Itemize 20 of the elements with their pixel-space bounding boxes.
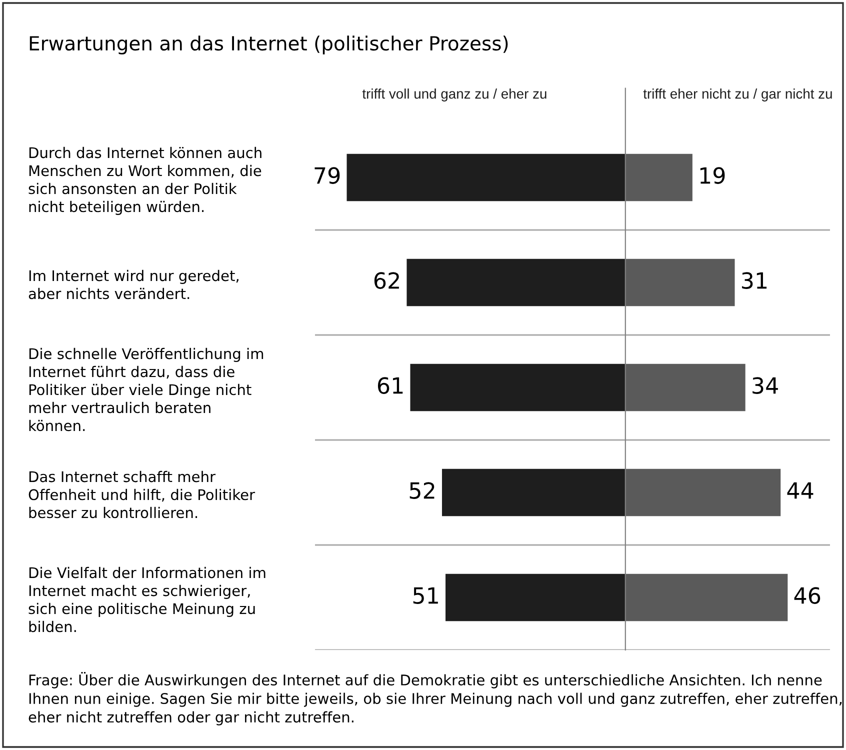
data-label: 31 — [742, 272, 767, 289]
data-label: 46 — [794, 587, 820, 604]
y-tick-label: Im Internet wird nur geredet, aber nichts verändert. — [28, 270, 238, 300]
y-tick-label: Die Vielfalt der Informationen im Internet macht es schwieriger, sich eine politische Meinung zu bilden. — [28, 566, 266, 632]
text: Frage: Über die Auswirkungen des Internet auf die Demokratie gibt es unterschiedliche Ansichten. Ich nenne Ihnen nun einige. Sagen Sie mir bitte jeweils, ob sie Ihrer Meinung nach voll und ganz zutreffen, eher zutreffen, eher nicht zutreffen oder gar nicht zutreffen. — [28, 672, 842, 726]
data-label: 52 — [410, 482, 434, 499]
chart-subtitle: trifft eher nicht zu / gar nicht zu — [643, 88, 832, 102]
y-tick-label: Durch das Internet können auch Menschen zu Wort kommen, die sich ansonsten an der Politik nicht beteiligen würden. — [28, 146, 262, 215]
data-label: 61 — [378, 377, 403, 394]
data-label: 44 — [787, 482, 814, 499]
data-label: 19 — [700, 167, 725, 184]
chart-title: Erwartungen an das Internet (politischer Prozess) — [30, 36, 508, 54]
y-tick-label: Das Internet schafft mehr Offenheit und hilft, die Politiker besser zu kontrollieren. — [28, 470, 256, 518]
data-label: 51 — [413, 587, 438, 604]
data-label: 34 — [752, 377, 778, 394]
data-label: 79 — [314, 167, 340, 184]
chart-subtitle: trifft voll und ganz zu / eher zu — [362, 88, 546, 102]
data-label: 62 — [374, 272, 399, 289]
bar — [625, 154, 692, 202]
y-tick-label: Die schnelle Veröffentlichung im Internet führt dazu, dass die Politiker über viele Dinge nicht mehr vertraulich beraten können. — [29, 348, 264, 432]
